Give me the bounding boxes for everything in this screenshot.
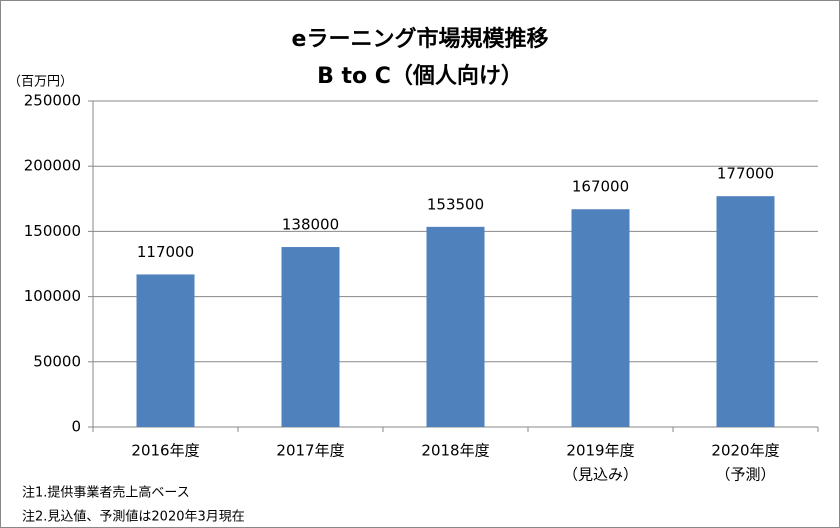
bar [571,209,630,427]
chart-subtitle: B to C（個人向け） [317,63,523,89]
y-tick-label: 200000 [24,157,81,175]
bar [716,196,775,427]
x-tick-label: 2020年度 [711,442,779,460]
y-unit-label: （百万円） [8,75,73,90]
y-tick-label: 150000 [24,222,81,240]
chart-title: eラーニング市場規模推移 [292,26,549,52]
value-label: 177000 [717,165,774,183]
bar [281,247,340,427]
y-tick-label: 100000 [24,287,81,305]
bar [426,226,485,427]
value-label: 153500 [427,195,484,213]
y-tick-label: 0 [71,418,81,436]
value-label: 138000 [282,216,339,234]
y-tick-label: 50000 [33,352,81,370]
value-label: 117000 [137,243,194,261]
x-tick-label: （予測） [715,466,775,484]
x-tick-label: 2018年度 [421,442,489,460]
x-tick-label: （見込み） [563,466,638,484]
x-tick-label: 2017年度 [276,442,344,460]
x-tick-label: 2016年度 [131,442,199,460]
bar [136,274,195,427]
x-tick-label: 2019年度 [566,442,634,460]
note: 注1.提供事業者売上高ベース [22,485,190,501]
note: 注2.見込値、予測値は2020年3月現在 [22,509,245,525]
value-label: 167000 [572,178,629,196]
y-tick-label: 250000 [24,92,81,110]
